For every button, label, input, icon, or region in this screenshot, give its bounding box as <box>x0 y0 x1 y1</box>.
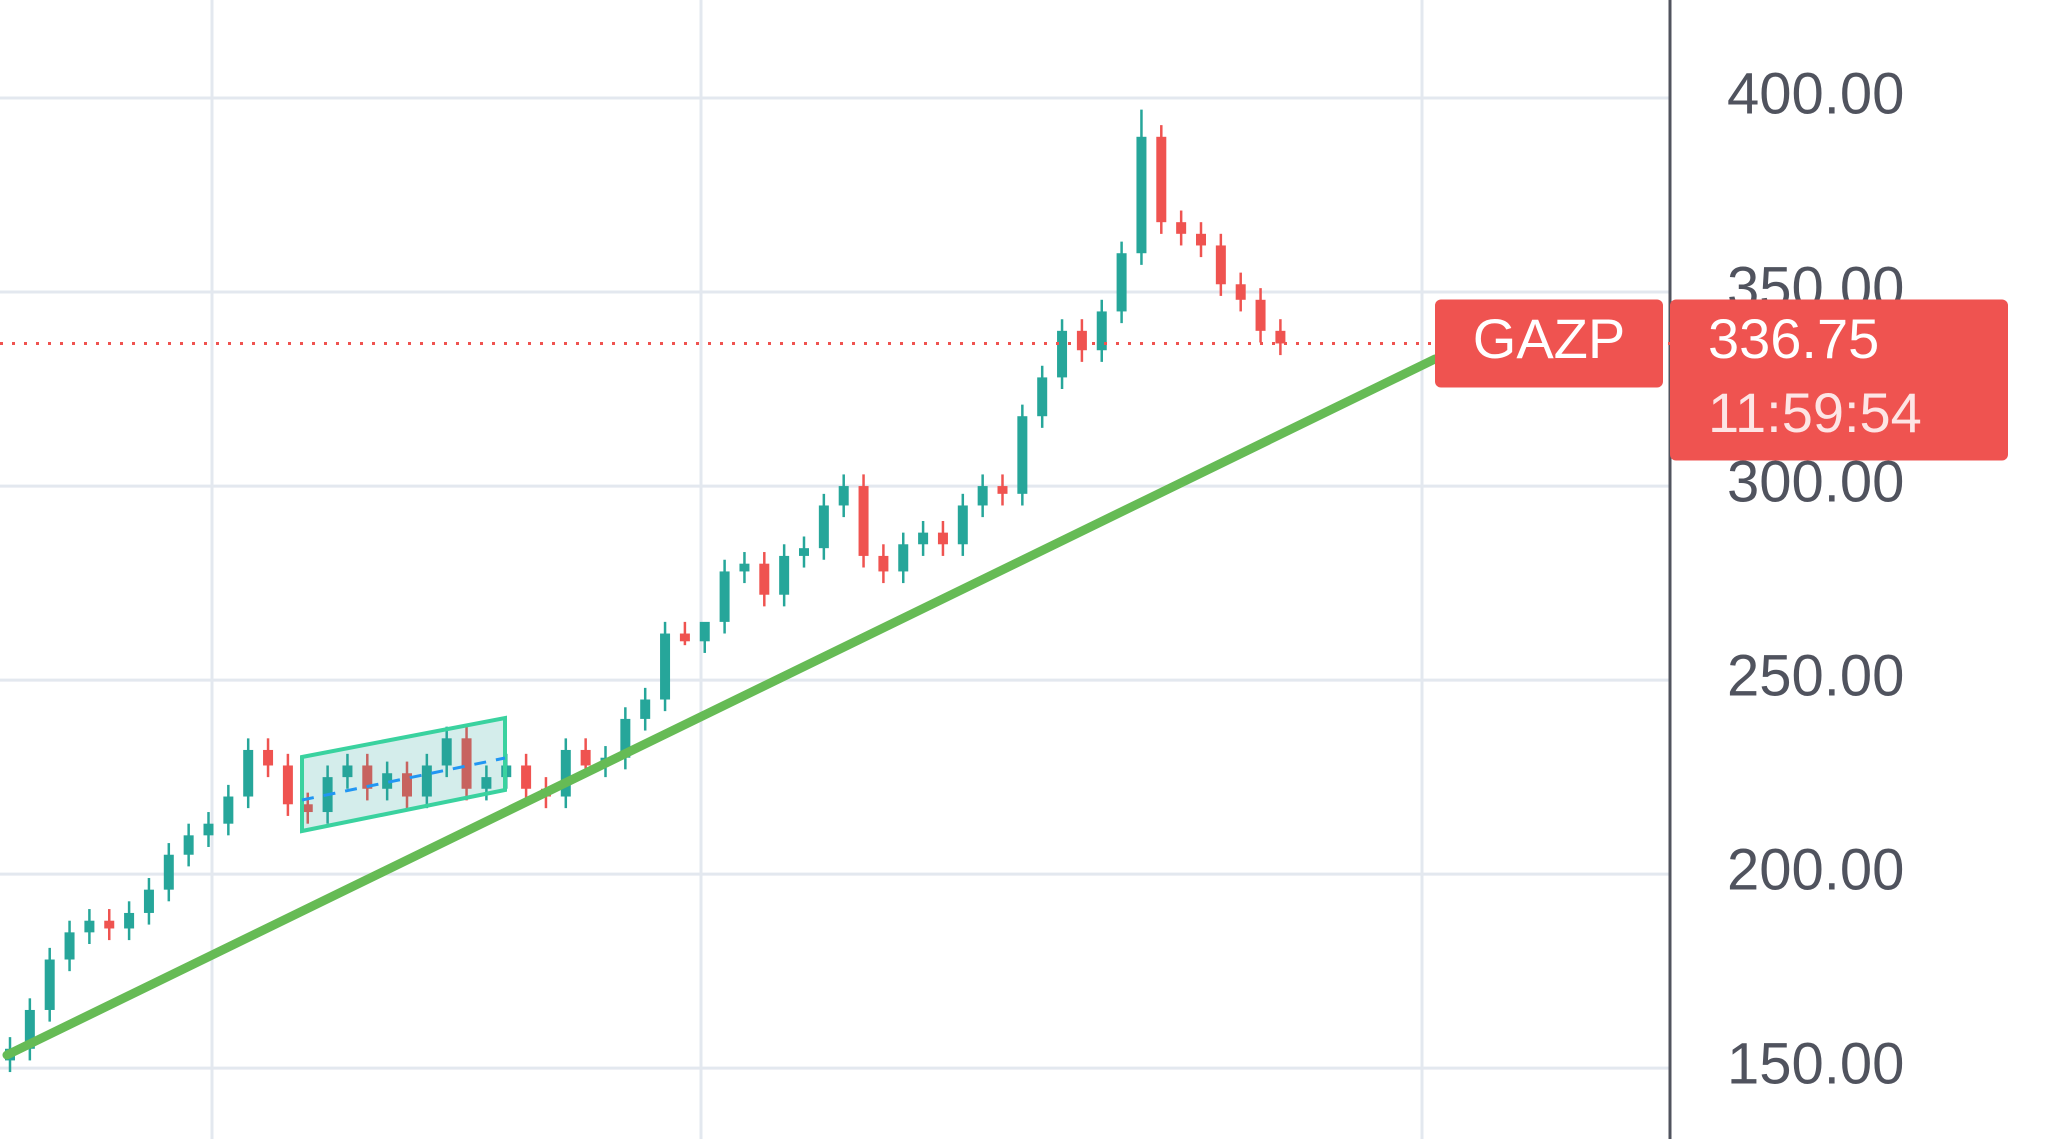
candle-body <box>441 738 452 766</box>
h-grid <box>0 96 1670 1070</box>
candle-body <box>223 796 234 824</box>
candle-body <box>362 765 373 789</box>
countdown-label: 11:59:54 <box>1708 381 1922 444</box>
candle-body <box>937 532 948 545</box>
candle-body <box>759 563 770 595</box>
candle-body <box>143 889 154 913</box>
candle-body <box>44 959 55 1010</box>
candle-body <box>84 920 95 933</box>
candle-body <box>243 749 254 797</box>
price-tag <box>1670 299 2008 461</box>
grid <box>210 0 1424 1139</box>
candle-body <box>421 765 432 797</box>
y-tick-label: 400.00 <box>1727 61 1904 126</box>
last-price-label: 336.75 <box>1708 307 1879 370</box>
y-tick-label: 150.00 <box>1727 1032 1904 1097</box>
candle-body <box>1255 299 1266 331</box>
candle-body <box>124 912 135 929</box>
candle-body <box>1235 284 1246 300</box>
candle-body <box>858 486 869 556</box>
candle-body <box>739 563 750 572</box>
candle-body <box>282 765 293 805</box>
candle-body <box>957 505 968 545</box>
candle-body <box>580 749 591 766</box>
candle-body <box>1096 311 1107 351</box>
candle-body <box>1017 416 1028 494</box>
y-tick-label: 200.00 <box>1727 837 1904 902</box>
candle-body <box>1057 330 1068 378</box>
symbol-label: GAZP <box>1473 307 1625 370</box>
candle-body <box>382 773 393 789</box>
candle-body <box>1136 136 1147 254</box>
symbol-tag <box>1435 299 1663 388</box>
candle-body <box>1076 330 1087 351</box>
candle-body <box>799 548 809 556</box>
candle-body <box>163 854 174 890</box>
candle-body <box>660 633 671 700</box>
candle-body <box>640 699 651 719</box>
candle-body <box>1275 330 1286 344</box>
candle-body <box>1116 253 1127 312</box>
candle-body <box>818 505 829 549</box>
candle-body <box>560 749 571 797</box>
candle-body <box>838 486 849 506</box>
candle-body <box>918 532 929 545</box>
candle-body <box>481 777 492 789</box>
candle-body <box>1156 136 1167 223</box>
price-tags: GAZP 336.75 11:59:54 <box>0 299 2008 461</box>
candle-body <box>898 544 909 572</box>
candle-body <box>302 804 313 813</box>
candle-body <box>977 486 988 506</box>
candle-body <box>342 765 353 778</box>
candle-body <box>183 835 194 855</box>
candle-body <box>679 633 690 642</box>
candle-body <box>521 765 532 789</box>
candle-body <box>1196 233 1206 246</box>
candle-body <box>203 823 214 836</box>
candle-body <box>997 486 1008 494</box>
candle-body <box>402 773 412 797</box>
candle-body <box>719 571 730 622</box>
candle-body <box>104 920 115 929</box>
candle-body <box>263 749 274 766</box>
candle-body <box>620 718 631 758</box>
candle-body <box>699 621 710 642</box>
candles <box>5 109 1286 1073</box>
parallel-channel <box>300 715 507 834</box>
candle-body <box>878 555 889 572</box>
trend-line <box>2 354 1440 1060</box>
candle-body <box>1176 222 1187 234</box>
candle-body <box>1215 245 1226 285</box>
candle-body <box>1037 377 1048 417</box>
candle-body <box>461 738 472 789</box>
candle-body <box>64 932 75 960</box>
y-tick-label: 250.00 <box>1727 643 1904 708</box>
candle-body <box>779 555 790 595</box>
candle-body <box>24 1009 35 1049</box>
